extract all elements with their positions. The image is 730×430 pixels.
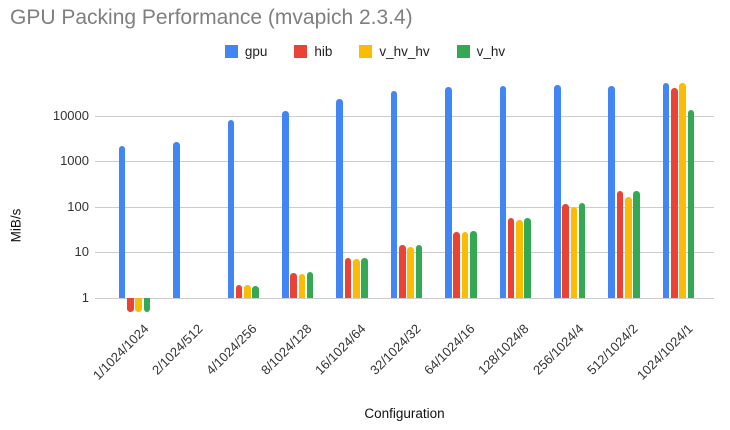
bar-v_hv-64/1024/16[interactable] [470,230,477,299]
legend-item-hib[interactable]: hib [294,43,333,59]
bar-v_hv_hv-128/1024/8[interactable] [516,219,523,299]
legend-item-v_hv[interactable]: v_hv [456,43,506,59]
bar-v_hv-128/1024/8[interactable] [524,217,532,299]
legend-item-gpu[interactable]: gpu [224,43,268,59]
bar-v_hv-32/1024/32[interactable] [415,244,423,299]
legend-swatch-v_hv [456,44,470,58]
legend-swatch-hib [294,44,308,58]
bar-v_hv_hv-512/1024/2[interactable] [624,197,632,299]
bar-gpu-8/1024/128[interactable] [281,111,289,299]
y-axis-title: MiB/s [8,208,24,243]
legend: gpu hib v_hv_hv v_hv [0,43,730,59]
bar-v_hv_hv-1/1024/1024[interactable] [135,298,142,312]
bar-hib-512/1024/2[interactable] [616,190,624,299]
legend-swatch-gpu [224,44,238,58]
gridline-10000 [95,115,714,117]
bar-gpu-2/1024/512[interactable] [173,141,180,299]
legend-label-gpu: gpu [244,43,268,59]
y-tick-label-1000: 1000 [60,153,89,169]
bar-gpu-32/1024/32[interactable] [390,91,398,299]
y-tick-label-100: 100 [67,198,89,214]
y-tick-label-1: 1 [81,289,89,305]
bar-hib-32/1024/32[interactable] [399,244,406,299]
bar-hib-4/1024/256[interactable] [235,284,243,299]
bar-gpu-16/1024/64[interactable] [336,99,343,299]
bar-gpu-512/1024/2[interactable] [608,86,615,299]
legend-label-hib: hib [314,43,333,59]
legend-label-v_hv_hv: v_hv_hv [379,43,430,59]
bar-v_hv_hv-8/1024/128[interactable] [298,273,306,299]
bar-v_hv_hv-4/1024/256[interactable] [244,284,251,299]
bar-gpu-1/1024/1024[interactable] [118,145,126,299]
bar-hib-1/1024/1024[interactable] [127,298,134,312]
bar-hib-64/1024/16[interactable] [453,231,461,299]
bar-v_hv-8/1024/128[interactable] [306,271,314,299]
x-axis-title: Configuration [364,406,445,421]
bar-hib-256/1024/4[interactable] [562,203,569,299]
gridline-100 [95,206,714,208]
legend-item-v_hv_hv[interactable]: v_hv_hv [359,43,430,59]
y-tick-label-10000: 10000 [52,107,89,123]
bar-v_hv_hv-256/1024/4[interactable] [570,207,578,299]
bar-v_hv-512/1024/2[interactable] [633,191,640,299]
bar-v_hv_hv-16/1024/64[interactable] [352,258,360,299]
chart-title: GPU Packing Performance (mvapich 2.3.4) [10,6,413,29]
bar-v_hv-4/1024/256[interactable] [252,285,260,299]
legend-label-v_hv: v_hv [476,43,506,59]
bar-v_hv_hv-32/1024/32[interactable] [407,246,414,299]
y-tick-label-10: 10 [74,244,89,260]
bar-gpu-1024/1024/1[interactable] [662,83,670,299]
bar-gpu-256/1024/4[interactable] [553,84,561,299]
bar-hib-1024/1024/1[interactable] [671,87,678,299]
legend-swatch-v_hv_hv [359,44,373,58]
bar-v_hv_hv-1024/1024/1[interactable] [679,83,686,299]
bar-v_hv-16/1024/64[interactable] [361,257,368,299]
bar-gpu-64/1024/16[interactable] [445,87,452,299]
bar-v_hv_hv-64/1024/16[interactable] [461,232,469,299]
bar-v_hv-1024/1024/1[interactable] [687,110,695,299]
bar-hib-8/1024/128[interactable] [290,272,297,299]
bar-gpu-128/1024/8[interactable] [499,86,507,299]
gridline-1 [95,297,714,299]
bar-gpu-4/1024/256[interactable] [227,120,235,299]
bar-hib-128/1024/8[interactable] [507,217,515,299]
bar-v_hv-256/1024/4[interactable] [578,203,586,299]
bar-hib-16/1024/64[interactable] [344,258,352,299]
gridline-1000 [95,161,714,163]
bar-v_hv-1/1024/1024[interactable] [143,298,151,312]
